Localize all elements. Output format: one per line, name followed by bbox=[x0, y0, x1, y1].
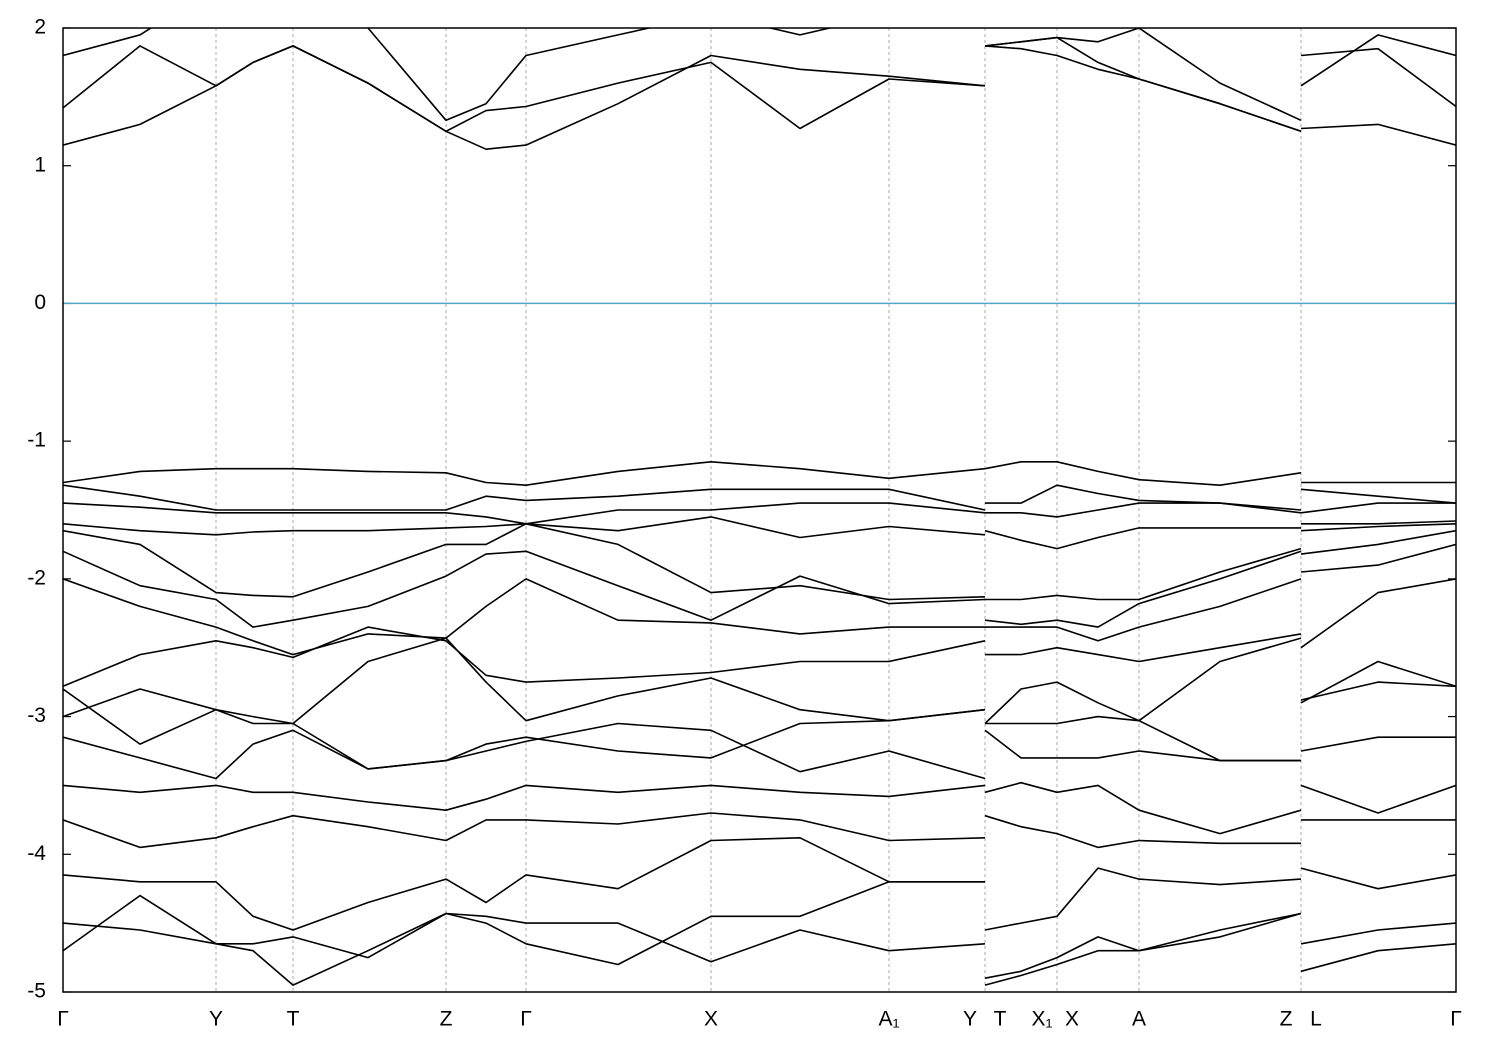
plot-frame bbox=[62, 27, 1457, 993]
x-tick-label: A₁ bbox=[878, 1008, 899, 1031]
x-tick-label: X₁ bbox=[1031, 1008, 1052, 1031]
x-tick-label: Γ bbox=[1450, 1008, 1462, 1031]
x-tick-label: L bbox=[1310, 1008, 1322, 1031]
band-line bbox=[63, 812, 1456, 849]
y-tick-label: 0 bbox=[34, 291, 46, 314]
y-tick-label: 2 bbox=[34, 16, 46, 39]
band-line bbox=[63, 461, 1456, 486]
y-tick-label: -2 bbox=[27, 566, 46, 589]
x-tick-label: Z bbox=[440, 1008, 453, 1031]
band-line bbox=[63, 578, 1456, 688]
x-tick-label: X bbox=[704, 1008, 718, 1031]
band-line bbox=[63, 837, 1456, 931]
x-tick-label: Γ bbox=[520, 1008, 532, 1031]
y-tick-label: -1 bbox=[27, 429, 46, 452]
band-line bbox=[63, 36, 1456, 133]
x-tick-label: Γ bbox=[57, 1008, 69, 1031]
band-line bbox=[63, 502, 1456, 525]
band-line bbox=[63, 529, 1456, 628]
band-line bbox=[63, 894, 1456, 986]
x-tick-label: Y bbox=[209, 1008, 223, 1031]
band-line bbox=[63, 28, 1456, 122]
bands bbox=[63, 28, 1456, 986]
x-tick-label: Y bbox=[963, 1008, 977, 1031]
band-line bbox=[63, 543, 1456, 656]
band-line bbox=[63, 722, 1456, 780]
x-tick-label: X bbox=[1065, 1008, 1079, 1031]
y-tick-label: -3 bbox=[27, 704, 46, 727]
band-line bbox=[63, 781, 1456, 835]
x-tick-label: T bbox=[994, 1008, 1007, 1031]
x-tick-label: T bbox=[287, 1008, 300, 1031]
band-line bbox=[63, 881, 1456, 986]
band-line bbox=[63, 516, 1456, 550]
y-tick-label: -4 bbox=[27, 842, 46, 865]
band-line bbox=[63, 637, 1456, 745]
x-tick-label: Z bbox=[1280, 1008, 1293, 1031]
y-tick-label: 1 bbox=[34, 153, 46, 176]
band-line bbox=[63, 523, 1456, 601]
x-tick-label: A bbox=[1132, 1008, 1146, 1031]
y-tick-label: -5 bbox=[27, 980, 46, 1003]
